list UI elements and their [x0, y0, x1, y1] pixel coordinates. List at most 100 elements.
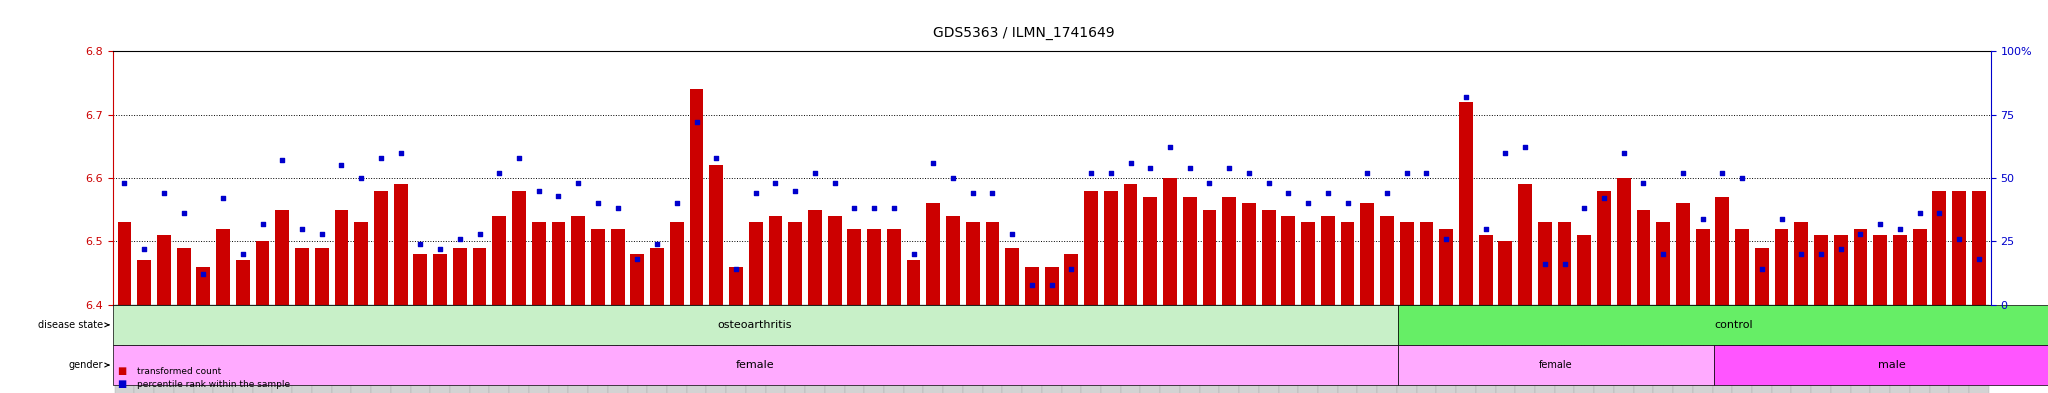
Bar	[434, 254, 446, 305]
Point	[385, 149, 418, 156]
Bar	[1952, 191, 1966, 305]
Point	[877, 205, 909, 211]
Bar	[885, 305, 903, 393]
Bar	[670, 222, 684, 305]
Bar	[1321, 216, 1335, 305]
Bar	[825, 305, 844, 393]
Bar	[1929, 305, 1950, 393]
Point	[1843, 231, 1876, 237]
Bar	[252, 305, 272, 393]
Bar	[707, 305, 727, 393]
Point	[1726, 175, 1759, 181]
Bar	[1061, 305, 1081, 393]
Bar	[690, 89, 702, 305]
Bar	[1006, 248, 1020, 305]
Bar	[985, 222, 999, 305]
Point	[1745, 266, 1778, 272]
Bar	[354, 222, 369, 305]
Point	[305, 231, 338, 237]
Bar	[1614, 305, 1634, 393]
Bar	[709, 165, 723, 305]
Point	[838, 205, 870, 211]
Bar	[1241, 203, 1255, 305]
Point	[1765, 215, 1798, 222]
Bar	[926, 203, 940, 305]
Point	[561, 180, 594, 186]
Point	[403, 241, 436, 247]
Point	[1667, 170, 1700, 176]
Bar	[1022, 305, 1042, 393]
Bar	[1337, 305, 1358, 393]
Bar	[1575, 305, 1593, 393]
Bar	[1477, 305, 1495, 393]
Bar	[311, 305, 332, 393]
Point	[641, 241, 674, 247]
Bar	[1223, 197, 1237, 305]
Bar	[805, 305, 825, 393]
Bar	[1143, 197, 1157, 305]
Bar	[745, 305, 766, 393]
Point	[819, 180, 852, 186]
Bar	[1200, 305, 1219, 393]
Bar	[729, 267, 743, 305]
Bar	[1554, 305, 1575, 393]
Point	[659, 200, 692, 206]
Point	[502, 154, 535, 161]
Point	[1686, 215, 1718, 222]
Point	[463, 231, 496, 237]
Point	[1034, 281, 1069, 288]
Bar	[1065, 254, 1079, 305]
Point	[522, 187, 555, 194]
Bar	[848, 229, 862, 305]
Bar	[1141, 305, 1159, 393]
Point	[1468, 226, 1501, 232]
Bar	[1042, 305, 1061, 393]
Bar	[489, 305, 510, 393]
Bar	[944, 305, 963, 393]
Point	[1569, 205, 1602, 211]
Bar	[1636, 209, 1651, 305]
Point	[266, 157, 299, 163]
Bar	[1696, 229, 1710, 305]
Bar	[887, 229, 901, 305]
Bar	[158, 235, 170, 305]
Bar	[532, 222, 545, 305]
Bar	[1180, 305, 1200, 393]
Bar	[1634, 305, 1653, 393]
Bar	[1616, 178, 1630, 305]
Bar	[1772, 305, 1792, 393]
Bar	[315, 248, 328, 305]
Bar	[1419, 222, 1434, 305]
Bar	[1870, 305, 1890, 393]
Point	[956, 190, 989, 196]
Point	[207, 195, 240, 201]
Bar	[864, 305, 885, 393]
Bar	[1397, 345, 1714, 385]
Bar	[295, 248, 309, 305]
Bar	[1298, 305, 1319, 393]
Text: female: female	[1538, 360, 1573, 370]
Bar	[1102, 305, 1120, 393]
Bar	[1673, 305, 1694, 393]
Point	[799, 170, 831, 176]
Bar	[1913, 229, 1927, 305]
Bar	[510, 305, 528, 393]
Bar	[1456, 305, 1477, 393]
Bar	[233, 305, 252, 393]
Point	[127, 246, 160, 252]
Bar	[1001, 305, 1022, 393]
Bar	[256, 241, 270, 305]
Point	[424, 246, 457, 252]
Point	[285, 226, 317, 232]
Bar	[213, 305, 233, 393]
Point	[582, 200, 614, 206]
Bar	[551, 222, 565, 305]
Bar	[1792, 305, 1810, 393]
Bar	[1833, 235, 1847, 305]
Bar	[1518, 184, 1532, 305]
Bar	[592, 229, 604, 305]
Bar	[1694, 305, 1712, 393]
Bar	[1163, 178, 1178, 305]
Bar	[647, 305, 668, 393]
Bar	[1874, 235, 1886, 305]
